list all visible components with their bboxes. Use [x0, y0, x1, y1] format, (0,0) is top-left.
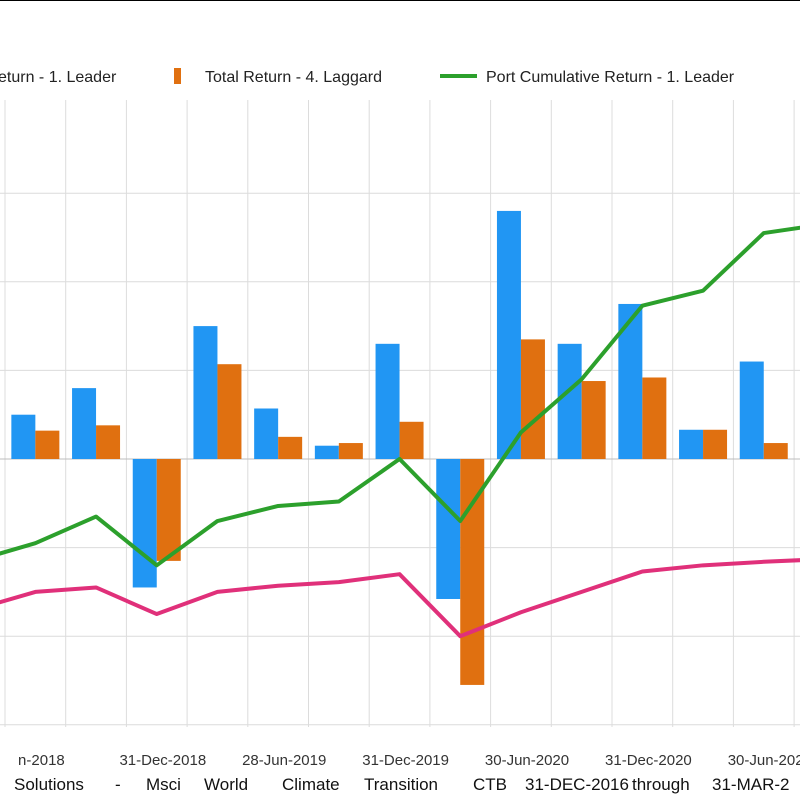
footer-word: through [632, 775, 690, 794]
bar-laggard [217, 364, 242, 459]
bar-laggard [460, 459, 485, 685]
grid-lines [0, 100, 800, 727]
x-tick-label: 31-Dec-2019 [362, 752, 449, 769]
legend-label-cumulative-leader: Port Cumulative Return - 1. Leader [486, 69, 735, 86]
footer-word: Solutions [14, 775, 84, 794]
bar-laggard [338, 443, 363, 459]
x-tick-label: 31-Dec-2018 [119, 752, 206, 769]
x-tick-label: 30-Jun-2020 [485, 752, 569, 769]
bar-laggard [581, 381, 606, 459]
bar-laggard [520, 339, 545, 459]
line-cumulative-laggard [0, 558, 800, 639]
footer-word: - [115, 775, 121, 794]
bar-laggard [156, 459, 181, 561]
bar-laggard [763, 443, 788, 459]
bar-leader [557, 343, 582, 459]
bar-laggard [96, 425, 121, 459]
bar-leader [375, 343, 400, 459]
legend-swatch-laggard [174, 68, 181, 84]
legend-label-laggard-total-return: Total Return - 4. Laggard [205, 69, 382, 86]
footer-word: Msci [146, 775, 181, 794]
bar-laggard [35, 430, 60, 459]
footer-word: Climate [282, 775, 340, 794]
bar-leader [72, 388, 97, 459]
x-axis-tick-labels: n-2018 31-Dec-2018 28-Jun-2019 31-Dec-2019 3… [18, 752, 800, 769]
line-cumulative-leader [0, 225, 800, 568]
footer-word: CTB [473, 775, 507, 794]
x-tick-label: 30-Jun-2021 [728, 752, 800, 769]
x-tick-label: 28-Jun-2019 [242, 752, 326, 769]
bar-laggard [642, 377, 667, 459]
bar-laggard [399, 421, 424, 459]
footer-word: World [204, 775, 248, 794]
bar-leader [496, 210, 521, 459]
bar-leader [739, 361, 764, 459]
bar-leader [314, 445, 339, 459]
footer-word: 31-DEC-2016 [525, 775, 629, 794]
bar-leader [436, 459, 461, 599]
footer-word: Transition [364, 775, 438, 794]
bar-leader [132, 459, 157, 588]
bar-laggard [703, 429, 728, 459]
x-tick-label: 31-Dec-2020 [605, 752, 692, 769]
legend: eturn - 1. Leader Total Return - 4. Lagg… [0, 68, 735, 86]
footer-text: Solutions - Msci World Climate Transitio… [14, 775, 789, 794]
bar-leader [193, 326, 218, 459]
bar-laggard [278, 436, 303, 459]
bar-leader [254, 408, 279, 459]
legend-label-leader-total-return: eturn - 1. Leader [0, 69, 117, 86]
footer-word: 31-MAR-2 [712, 775, 789, 794]
bar-leader [618, 303, 643, 459]
bar-leader [679, 429, 704, 459]
x-tick-label: n-2018 [18, 752, 65, 769]
bar-leader [11, 414, 36, 459]
line-series [0, 225, 800, 639]
